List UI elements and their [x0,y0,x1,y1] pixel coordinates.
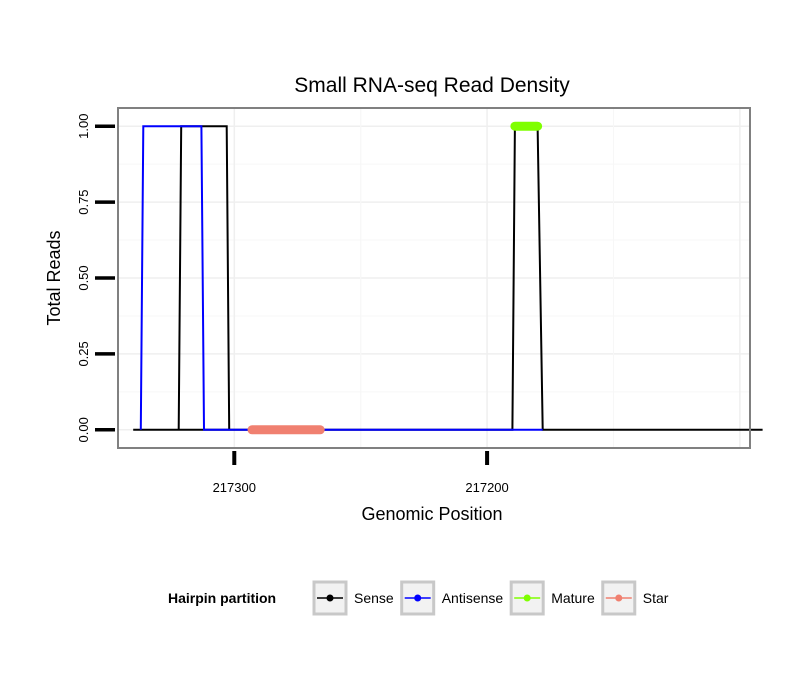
legend-key-dot-antisense [414,594,422,602]
y-axis-title: Total Reads [44,230,64,325]
y-axis: 0.00 0.25 0.50 0.75 1.00 [76,114,115,442]
plot-panel-border [117,107,751,449]
legend-key-dot-star [615,594,623,602]
legend-label-antisense: Antisense [442,590,504,606]
x-axis: 217300 217200 [213,451,509,495]
legend-label-sense: Sense [354,590,394,606]
y-tick-label: 0.00 [76,417,91,442]
legend-key-dot-mature [523,594,531,602]
x-tick-label: 217200 [465,480,508,495]
x-axis-title: Genomic Position [361,504,502,524]
series-layer [133,121,763,435]
legend-title: Hairpin partition [168,590,276,606]
y-tick-label: 0.50 [76,265,91,290]
series-line-antisense [139,125,543,431]
series-line-sense-peak2 [177,125,231,430]
y-tick-label: 1.00 [76,114,91,139]
chart-title: Small RNA-seq Read Density [294,74,570,97]
y-tick-label: 0.75 [76,189,91,214]
legend-label-mature: Mature [551,590,595,606]
legend: Hairpin partition Sense Antisense Mature St… [168,580,669,616]
legend-key-dot-sense [326,594,334,602]
y-tick-label: 0.25 [76,341,91,366]
legend-label-star: Star [643,590,669,606]
x-tick-label: 217300 [213,480,256,495]
